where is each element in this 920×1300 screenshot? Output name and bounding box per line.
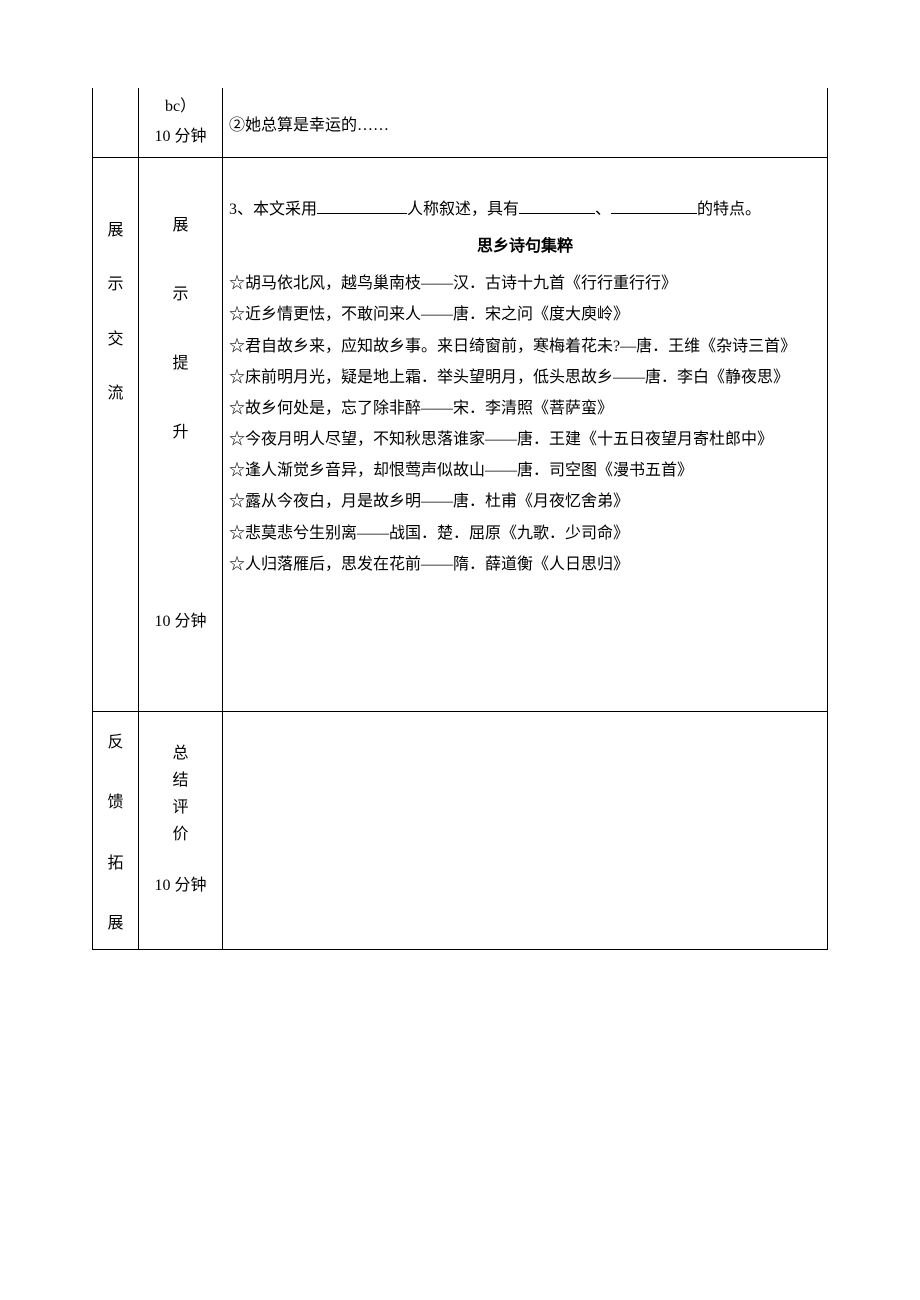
row2-col1: 展 示 交 流	[93, 157, 139, 711]
poem-line: ☆今夜月明人尽望，不知秋思落谁家——唐．王建《十五日夜望月寄杜郎中》	[229, 424, 821, 455]
col2-char: 提	[145, 350, 216, 377]
col2-char: 示	[145, 281, 216, 308]
row1-text: ②她总算是幸运的……	[229, 110, 821, 141]
col1-char: 示	[99, 270, 132, 300]
row1-content: ②她总算是幸运的……	[223, 88, 828, 157]
col2-char: 总	[145, 740, 216, 767]
poem-line: ☆胡马依北风，越鸟巢南枝——汉．古诗十九首《行行重行行》	[229, 268, 821, 299]
q3-mid2: 、	[595, 201, 611, 218]
poem-line: ☆露从今夜白，月是故乡明——唐．杜甫《月夜忆舍弟》	[229, 486, 821, 517]
poem-line: ☆逢人渐觉乡音异，却恨莺声似故山——唐．司空图《漫书五首》	[229, 455, 821, 486]
row2-content: 3、本文采用 人称叙述，具有 、 的特点。 思乡诗句集粹 ☆胡马依北风，越鸟巢南枝——…	[223, 157, 828, 711]
q3-mid1: 人称叙述，具有	[407, 201, 519, 218]
row3-col2: 总 结 评 价 10 分钟	[139, 711, 223, 950]
table-row: 展 示 交 流 展 示 提 升 10 分钟 3、本文采用 人称叙述，具有 、 的特点。…	[93, 157, 828, 711]
col2-char: 评	[145, 794, 216, 821]
blank-input[interactable]	[611, 198, 697, 214]
row3-col2-label: 总 结 评 价	[145, 740, 216, 849]
question-3: 3、本文采用 人称叙述，具有 、 的特点。	[229, 194, 821, 225]
col1-char: 馈	[99, 788, 132, 818]
row1-col2: bc） 10 分钟	[139, 88, 223, 157]
row1-col1	[93, 88, 139, 157]
row1-col2-time: 10 分钟	[145, 122, 216, 152]
col1-char: 拓	[99, 849, 132, 879]
q3-suffix: 的特点。	[697, 201, 761, 218]
table-row: 反 馈 拓 展 总 结 评 价 10 分钟	[93, 711, 828, 950]
col2-char: 结	[145, 767, 216, 794]
lesson-plan-table: bc） 10 分钟 ②她总算是幸运的…… 展 示 交 流 展 示 提 升 10 …	[92, 88, 828, 950]
poem-line: ☆人归落雁后，思发在花前——隋．薛道衡《人日思归》	[229, 549, 821, 580]
col1-char: 反	[99, 728, 132, 758]
row2-col2: 展 示 提 升 10 分钟	[139, 157, 223, 711]
blank-input[interactable]	[317, 198, 407, 214]
row2-col2-label: 展 示 提 升	[145, 212, 216, 447]
col1-char: 展	[99, 909, 132, 939]
col1-char: 交	[99, 325, 132, 355]
q3-prefix: 3、本文采用	[229, 201, 317, 218]
poem-line: ☆悲莫悲兮生别离——战国．楚．屈原《九歌．少司命》	[229, 518, 821, 549]
blank-input[interactable]	[519, 198, 595, 214]
poem-line: ☆床前明月光，疑是地上霜．举头望明月，低头思故乡——唐．李白《静夜思》	[229, 362, 821, 393]
poem-line: ☆故乡何处是，忘了除非醉——宋．李清照《菩萨蛮》	[229, 393, 821, 424]
poems-title: 思乡诗句集粹	[229, 231, 821, 262]
poem-line: ☆近乡情更怯，不敢问来人——唐．宋之问《度大庾岭》	[229, 299, 821, 330]
col2-char: 升	[145, 419, 216, 446]
row2-col2-time: 10 分钟	[145, 607, 216, 637]
col1-char: 流	[99, 379, 132, 409]
row3-content	[223, 711, 828, 950]
table-row: bc） 10 分钟 ②她总算是幸运的……	[93, 88, 828, 157]
row3-col2-time: 10 分钟	[145, 871, 216, 901]
row3-col1: 反 馈 拓 展	[93, 711, 139, 950]
col2-char: 展	[145, 212, 216, 239]
col1-char: 展	[99, 216, 132, 246]
poem-line: ☆君自故乡来，应知故乡事。来日绮窗前，寒梅着花未?—唐．王维《杂诗三首》	[229, 331, 821, 362]
col2-char: 价	[145, 821, 216, 848]
poems-list: ☆胡马依北风，越鸟巢南枝——汉．古诗十九首《行行重行行》 ☆近乡情更怯，不敢问来…	[229, 268, 821, 580]
row1-col2-line1: bc）	[145, 92, 216, 122]
